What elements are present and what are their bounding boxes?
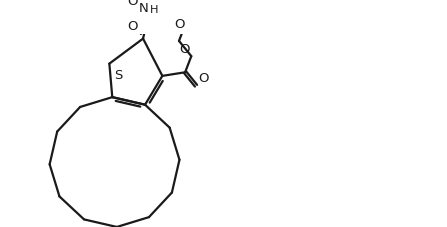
Text: O: O: [127, 20, 138, 33]
Text: O: O: [174, 18, 185, 31]
Text: O: O: [180, 43, 190, 56]
Text: N: N: [139, 2, 148, 15]
Text: O: O: [127, 0, 137, 8]
Text: S: S: [114, 69, 123, 81]
Text: O: O: [198, 72, 209, 85]
Text: H: H: [150, 5, 159, 15]
